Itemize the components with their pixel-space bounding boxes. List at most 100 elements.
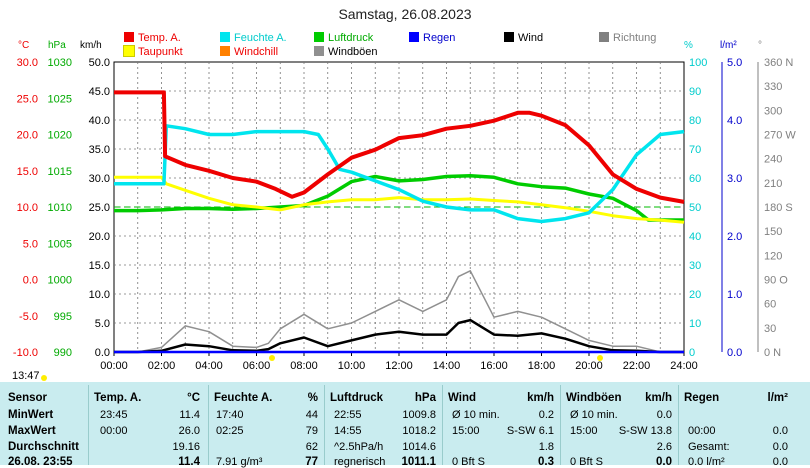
legend-label: Temp. A.: [138, 32, 181, 44]
wind-tick-label: 35.0: [89, 144, 110, 156]
legend-rain: Regen: [409, 32, 455, 44]
legend-humidity: Feuchte A.: [220, 32, 287, 44]
direction-tick-label: 210: [764, 178, 782, 190]
stats-cell: 00:00: [100, 425, 128, 437]
rain-tick-label: 1.0: [727, 289, 742, 301]
temp-tick-label: 15.0: [17, 166, 38, 178]
wind-tick-label: 30.0: [89, 173, 110, 185]
stats-cell: 15:00: [452, 425, 480, 437]
humidity-tick-label: 0: [689, 347, 695, 359]
direction-tick-label: 180 S: [764, 202, 793, 214]
stats-cell: 0.0 l/m²: [688, 456, 725, 468]
wind-tick-label: 15.0: [89, 260, 110, 272]
wind-tick-label: 10.0: [89, 289, 110, 301]
stats-header: Temp. A.: [94, 392, 142, 404]
x-tick-label: 10:00: [338, 360, 366, 372]
legend-swatch: [504, 32, 514, 42]
stats-header: Sensor: [8, 392, 47, 404]
direction-tick-label: 0 N: [764, 347, 781, 359]
direction-tick-label: 300: [764, 105, 782, 117]
temp-tick-label: -10.0: [13, 347, 38, 359]
legend-label: Regen: [423, 32, 456, 44]
stats-header: km/h: [527, 392, 554, 404]
x-tick-label: 18:00: [528, 360, 556, 372]
stats-cell: regnerisch: [334, 456, 386, 468]
legend-dewpoint: Taupunkt: [123, 45, 183, 58]
stats-cell: ^2.5hPa/h: [334, 441, 384, 453]
rain-tick-label: 2.0: [727, 231, 742, 243]
stats-cell: 1014.6: [402, 441, 436, 453]
temp-unit: °C: [18, 40, 30, 51]
stats-cell: 1009.8: [402, 409, 436, 421]
x-tick-label: 00:00: [100, 360, 128, 372]
column-separator: [324, 385, 325, 465]
humidity-tick-label: 80: [689, 115, 701, 127]
humidity-tick-label: 100: [689, 57, 707, 69]
stats-cell: 0.0: [772, 425, 788, 437]
stats-header: Luftdruck: [330, 392, 384, 404]
stats-cell: Gesamt:: [688, 441, 730, 453]
stats-cell: 14:55: [334, 425, 362, 437]
stats-cell: 19.16: [172, 441, 200, 453]
pressure-tick-label: 1015: [48, 166, 72, 178]
legend-swatch: [314, 46, 324, 56]
stats-row-label: 26.08. 23:55: [8, 456, 73, 468]
wind-tick-label: 45.0: [89, 86, 110, 98]
rain-tick-label: 4.0: [727, 115, 742, 127]
legend-label: Feuchte A.: [234, 32, 287, 44]
stats-cell: 0.0: [772, 456, 788, 468]
stats-cell: 0 Bft S: [570, 456, 604, 468]
timestamp: 13:47: [12, 370, 40, 382]
humidity-unit: %: [684, 40, 693, 51]
rain-unit: l/m²: [720, 40, 737, 51]
direction-tick-label: 60: [764, 299, 776, 311]
stats-cell: 7.91 g/m³: [216, 456, 263, 468]
temp-tick-label: 10.0: [17, 202, 38, 214]
legend-label: Wind: [518, 32, 544, 44]
legend-label: Taupunkt: [138, 46, 183, 58]
direction-tick-label: 330: [764, 81, 782, 93]
legend-pressure: Luftdruck: [314, 32, 373, 44]
legend-gusts: Windböen: [314, 46, 378, 58]
stats-row-label: MinWert: [8, 409, 54, 421]
legend-swatch: [409, 32, 419, 42]
legend-windchill: Windchill: [220, 46, 278, 58]
now-marker: [41, 375, 47, 381]
stats-header: km/h: [645, 392, 672, 404]
column-separator: [560, 385, 561, 465]
column-separator: [678, 385, 679, 465]
stats-header: Feuchte A.: [214, 392, 273, 404]
stats-header: Regen: [684, 392, 720, 404]
stats-cell: 0.0: [772, 441, 788, 453]
stats-row-label: Durchschnitt: [8, 441, 79, 453]
pressure-tick-label: 1030: [48, 57, 72, 69]
stats-cell: 11.4: [178, 456, 200, 468]
rain-tick-label: 3.0: [727, 173, 742, 185]
x-tick-label: 20:00: [575, 360, 603, 372]
legend-swatch: [123, 45, 135, 57]
rain-tick-label: 0.0: [727, 347, 742, 359]
x-tick-label: 16:00: [480, 360, 508, 372]
pressure-tick-label: 1000: [48, 275, 72, 287]
wind-tick-label: 20.0: [89, 231, 110, 243]
stats-header: Wind: [448, 392, 476, 404]
stats-header: hPa: [414, 392, 436, 404]
pressure-tick-label: 1005: [48, 238, 72, 250]
stats-cell: 23:45: [100, 409, 128, 421]
legend-label: Luftdruck: [328, 32, 374, 44]
weather-chart: 00:00 02:00 04:00 06:00 08:00 10:00 12:00 14:00…: [13, 57, 796, 381]
legend-swatch: [599, 32, 609, 42]
stats-cell: 0.3: [538, 456, 554, 468]
statistics-panel: [0, 382, 810, 465]
series-taupunkt: [114, 175, 685, 224]
temp-tick-label: 25.0: [17, 93, 38, 105]
series-wind: [114, 318, 684, 354]
series-temp-a-: [114, 90, 685, 204]
pressure-unit: hPa: [48, 40, 66, 51]
x-tick-label: 22:00: [623, 360, 651, 372]
stats-header: l/m²: [767, 392, 788, 404]
stats-cell: 62: [305, 441, 318, 453]
stats-cell: 0.0: [656, 456, 672, 468]
stats-cell: Ø 10 min.: [570, 409, 618, 421]
